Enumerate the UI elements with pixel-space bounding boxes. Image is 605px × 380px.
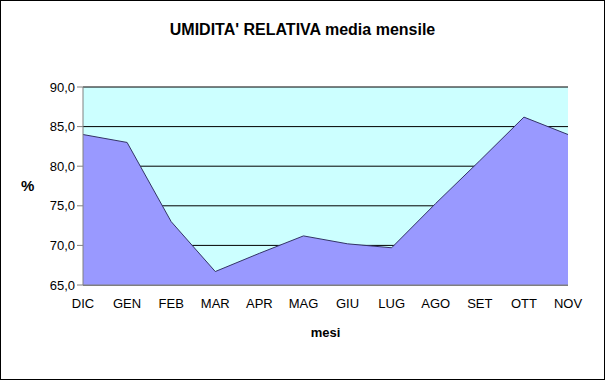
svg-text:MAG: MAG xyxy=(289,296,319,311)
svg-text:65,0: 65,0 xyxy=(50,278,75,293)
svg-text:80,0: 80,0 xyxy=(50,159,75,174)
svg-text:LUG: LUG xyxy=(378,296,405,311)
svg-text:DIC: DIC xyxy=(72,296,94,311)
svg-text:75,0: 75,0 xyxy=(50,198,75,213)
svg-text:NOV: NOV xyxy=(554,296,583,311)
html-text:UMIDITA' RELATIVA media mensil: UMIDITA' RELATIVA media mensile xyxy=(169,21,436,38)
svg-text:SET: SET xyxy=(467,296,492,311)
svg-text:MAR: MAR xyxy=(201,296,230,311)
svg-text:FEB: FEB xyxy=(159,296,184,311)
svg-text:OTT: OTT xyxy=(511,296,537,311)
svg-text:GEN: GEN xyxy=(113,296,141,311)
svg-text:GIU: GIU xyxy=(336,296,359,311)
svg-text:90,0: 90,0 xyxy=(50,80,75,95)
svg-text:mesi: mesi xyxy=(311,325,341,340)
svg-text:APR: APR xyxy=(246,296,273,311)
svg-text:70,0: 70,0 xyxy=(50,238,75,253)
svg-text:%: % xyxy=(21,177,34,194)
svg-text:AGO: AGO xyxy=(421,296,450,311)
svg-text:85,0: 85,0 xyxy=(50,119,75,134)
